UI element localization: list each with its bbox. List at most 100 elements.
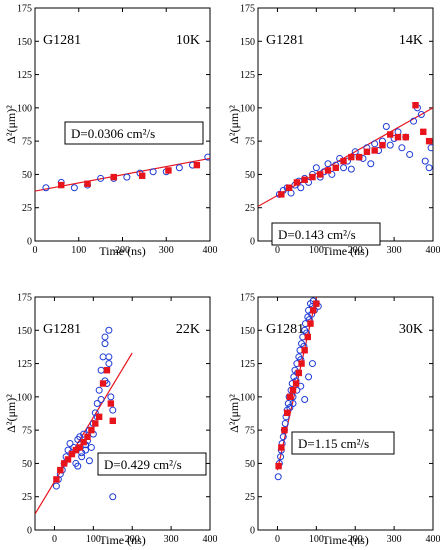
diffusion-box (291, 431, 395, 455)
data-point-square (394, 133, 402, 141)
y-tick-label: 75 (245, 426, 255, 437)
x-tick-label: 400 (203, 534, 218, 545)
y-axis-label: Δ²(μm)² (4, 105, 18, 144)
data-point-circle (324, 160, 332, 168)
data-point-circle (427, 144, 433, 152)
data-point-circle (406, 150, 414, 158)
y-tick-label: 175 (17, 4, 32, 15)
data-point-circle (274, 473, 282, 481)
data-point-circle (312, 164, 320, 172)
chart-panel-1: 0 25 50 75 100 125 150 175 0 100 200 300 400 Time (ns… (4, 4, 218, 259)
x-tick-label: 200 (348, 245, 363, 256)
data-point-square (57, 466, 64, 474)
data-point-circle (93, 400, 101, 408)
data-point-circle (175, 164, 183, 172)
data-point-square (76, 444, 83, 451)
y-tick-label: 0 (27, 237, 32, 248)
diffusion-coefficient-label: D=0.429 cm²/s (104, 457, 182, 472)
data-point-square (340, 157, 347, 165)
data-point-circle (281, 419, 289, 427)
data-point-square (278, 444, 285, 451)
y-tick-label: 75 (22, 426, 32, 437)
y-tick-label: 50 (22, 459, 32, 470)
data-point-square (289, 387, 297, 394)
data-point-circle (386, 141, 394, 149)
data-point-circle (85, 457, 93, 465)
x-tick-label: 300 (159, 245, 174, 256)
data-point-square (292, 380, 300, 387)
data-point-square (420, 128, 427, 136)
data-point-square (165, 167, 172, 174)
data-layer (35, 153, 210, 192)
data-point-square (64, 456, 72, 463)
y-tick-label: 25 (245, 203, 255, 214)
y-axis-label: Δ²(μm)² (4, 394, 18, 433)
data-point-circle (101, 340, 109, 348)
data-point-circle (417, 111, 425, 119)
data-point-square (84, 180, 91, 187)
data-layer (35, 326, 133, 515)
y-tick-label: 50 (22, 170, 32, 181)
temperature-label: 10K (176, 33, 200, 48)
plot-frame (34, 296, 211, 531)
data-point-circle (410, 117, 418, 125)
x-tick-label: 0 (275, 534, 280, 545)
data-point-square (275, 462, 282, 470)
data-point-circle (78, 453, 86, 461)
data-point-circle (109, 493, 117, 501)
y-tick-label: 150 (17, 37, 32, 48)
data-point-circle (297, 184, 305, 192)
data-point-circle (277, 453, 285, 461)
data-point-circle (382, 122, 390, 130)
x-tick-label: 400 (426, 245, 440, 256)
data-point-circle (97, 396, 105, 404)
y-axis-label: Δ²(μm)² (227, 105, 241, 144)
x-tick-label: 0 (275, 245, 280, 256)
y-tick-label: 175 (17, 293, 32, 304)
data-point-square (84, 433, 91, 440)
data-point-circle (66, 439, 74, 447)
y-tick-label: 125 (240, 70, 255, 81)
data-point-square (293, 179, 301, 186)
chart-panel-4: 0 25 50 75 100 125 150 175 0 100 200 300 400 Time (ns… (227, 293, 440, 548)
data-point-circle (290, 373, 298, 381)
data-point-square (103, 367, 111, 374)
x-tick-label: 200 (348, 534, 363, 545)
y-tick-label: 100 (17, 103, 32, 114)
y-tick-label: 100 (240, 392, 255, 403)
y-tick-label: 50 (245, 170, 255, 181)
data-point-circle (367, 160, 375, 168)
data-layer (258, 101, 433, 207)
data-point-square (301, 347, 308, 354)
data-point-square (317, 171, 324, 178)
data-point-circle (328, 170, 336, 178)
x-tick-label: 300 (387, 534, 402, 545)
data-point-square (53, 476, 60, 483)
temperature-label: 22K (176, 322, 200, 337)
y-tick-label: 125 (240, 359, 255, 370)
data-point-square (285, 184, 293, 191)
y-tick-label: 75 (22, 137, 32, 148)
temperature-label: 14K (399, 33, 423, 48)
data-point-circle (42, 184, 50, 192)
data-point-square (283, 409, 291, 417)
y-tick-label: 175 (240, 4, 255, 15)
data-point-square (402, 133, 409, 141)
data-point-square (310, 307, 317, 314)
chart-panel-2: 0 25 50 75 100 125 150 175 0 100 200 300 400 Time (ns… (227, 4, 440, 259)
data-point-circle (105, 353, 113, 361)
data-point-circle (284, 400, 292, 408)
x-axis-label: Time (ns) (99, 244, 146, 258)
data-point-square (193, 161, 201, 169)
data-point-circle (95, 386, 103, 394)
data-point-circle (394, 128, 402, 136)
data-point-square (107, 400, 115, 407)
data-point-circle (279, 433, 287, 441)
data-point-circle (351, 148, 359, 156)
data-point-circle (347, 165, 355, 173)
temperature-label: 30K (399, 322, 423, 337)
y-tick-label: 0 (250, 526, 255, 537)
y-tick-label: 0 (250, 237, 255, 248)
chart-panel-3: 0 25 50 75 100 125 150 175 0 100 200 300 400 Time (ns… (4, 293, 218, 548)
